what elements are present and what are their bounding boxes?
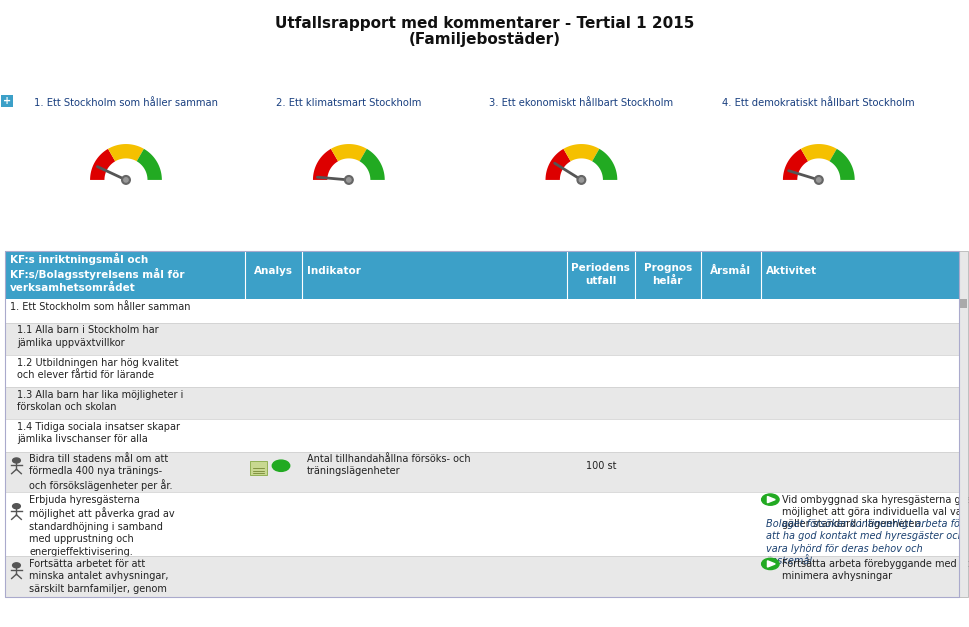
Bar <box>5 451 959 492</box>
Circle shape <box>578 176 585 184</box>
Text: Vid ombyggnad ska hyresgästerna ges
möjlighet att göra individuella val vad
gäll: Vid ombyggnad ska hyresgästerna ges möjl… <box>782 495 969 529</box>
Text: 100 st: 100 st <box>585 461 616 471</box>
Circle shape <box>13 458 20 463</box>
Bar <box>5 387 959 419</box>
FancyBboxPatch shape <box>250 461 267 475</box>
Text: Fortsätta arbeta förebyggande med att
minimera avhysningar: Fortsätta arbeta förebyggande med att mi… <box>782 559 969 581</box>
Bar <box>5 492 959 556</box>
Circle shape <box>345 176 353 184</box>
Text: Prognos
helår: Prognos helår <box>643 263 692 286</box>
Circle shape <box>815 176 823 184</box>
Bar <box>5 299 959 323</box>
Polygon shape <box>592 149 617 180</box>
Circle shape <box>579 178 583 182</box>
Circle shape <box>13 563 20 568</box>
Polygon shape <box>330 144 367 161</box>
Polygon shape <box>767 561 775 567</box>
Circle shape <box>13 503 20 508</box>
Text: 1. Ett Stockholm som håller samman: 1. Ett Stockholm som håller samman <box>34 98 218 108</box>
Text: 1. Ett Stockholm som håller samman: 1. Ett Stockholm som håller samman <box>10 302 190 312</box>
Circle shape <box>762 558 779 569</box>
Text: Utfallsrapport med kommentarer - Tertial 1 2015: Utfallsrapport med kommentarer - Tertial… <box>275 16 694 31</box>
Circle shape <box>762 494 779 505</box>
Text: Årsmål: Årsmål <box>710 266 751 276</box>
Bar <box>5 251 959 299</box>
Text: Analys: Analys <box>254 266 294 276</box>
Bar <box>5 556 959 597</box>
Text: KF:s inriktningsmål och
KF:s/Bolagsstyrelsens mål för
verksamhetsområdet: KF:s inriktningsmål och KF:s/Bolagsstyre… <box>10 253 184 293</box>
Circle shape <box>122 176 130 184</box>
Text: (Familjebostäder): (Familjebostäder) <box>409 32 560 47</box>
Bar <box>5 419 959 451</box>
Text: Bidra till stadens mål om att
förmedla 400 nya tränings-
och försökslägenheter p: Bidra till stadens mål om att förmedla 4… <box>29 454 172 492</box>
Text: 2. Ett klimatsmart Stockholm: 2. Ett klimatsmart Stockholm <box>276 98 422 108</box>
Text: Bolaget försöker kontinuerligt arbeta för
att ha god kontakt med hyresgäster och: Bolaget försöker kontinuerligt arbeta fö… <box>766 519 963 566</box>
Bar <box>960 299 967 308</box>
Text: 1.4 Tidiga sociala insatser skapar
jämlika livschanser för alla: 1.4 Tidiga sociala insatser skapar jämli… <box>17 422 180 445</box>
Polygon shape <box>800 144 837 161</box>
Polygon shape <box>108 144 144 161</box>
Polygon shape <box>313 149 338 180</box>
Text: Indikator: Indikator <box>307 266 361 276</box>
Circle shape <box>347 178 351 182</box>
Text: 3. Ett ekonomiskt hållbart Stockholm: 3. Ett ekonomiskt hållbart Stockholm <box>489 98 673 108</box>
Text: 1.2 Utbildningen har hög kvalitet
och elever fårtid för lärande: 1.2 Utbildningen har hög kvalitet och el… <box>17 357 179 380</box>
Text: 1.1 Alla barn i Stockholm har
jämlika uppväxtvillkor: 1.1 Alla barn i Stockholm har jämlika up… <box>17 325 159 348</box>
Bar <box>1 95 13 107</box>
Bar <box>959 251 968 597</box>
Text: Periodens
utfall: Periodens utfall <box>572 263 630 286</box>
Text: Aktivitet: Aktivitet <box>766 266 817 276</box>
Polygon shape <box>359 149 385 180</box>
Polygon shape <box>137 149 162 180</box>
Polygon shape <box>90 149 115 180</box>
Circle shape <box>124 178 128 182</box>
Text: 1.3 Alla barn har lika möjligheter i
förskolan och skolan: 1.3 Alla barn har lika möjligheter i för… <box>17 390 184 412</box>
Polygon shape <box>783 149 808 180</box>
Polygon shape <box>767 497 775 503</box>
Bar <box>5 323 959 355</box>
Bar <box>5 355 959 387</box>
Polygon shape <box>829 149 855 180</box>
Text: Antal tillhandahållna försöks- och
träningslägenheter: Antal tillhandahållna försöks- och träni… <box>307 454 471 477</box>
Polygon shape <box>546 149 571 180</box>
Text: Erbjuda hyresgästerna
möjlighet att påverka grad av
standardhöjning i samband
me: Erbjuda hyresgästerna möjlighet att påve… <box>29 495 174 557</box>
Circle shape <box>272 460 290 472</box>
Bar <box>5 251 959 597</box>
Text: Fortsätta arbetet för att
minska antalet avhysningar,
särskilt barnfamiljer, gen: Fortsätta arbetet för att minska antalet… <box>29 559 169 594</box>
Polygon shape <box>563 144 600 161</box>
Circle shape <box>817 178 821 182</box>
Text: 4. Ett demokratiskt hållbart Stockholm: 4. Ett demokratiskt hållbart Stockholm <box>723 98 915 108</box>
Text: +: + <box>3 96 11 106</box>
